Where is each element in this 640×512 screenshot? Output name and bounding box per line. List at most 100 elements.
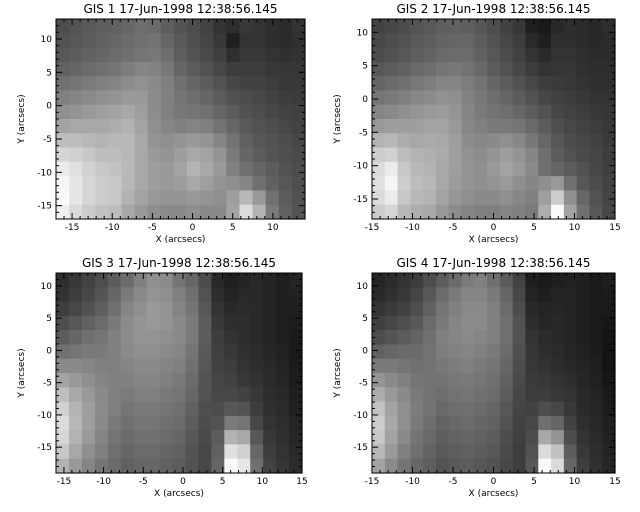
heatmap-cell (198, 315, 212, 331)
heatmap-cell (121, 61, 136, 77)
heatmap-cell (56, 161, 70, 177)
heatmap-cell (213, 76, 227, 92)
heatmap-cell (172, 358, 187, 374)
heatmap-cell (226, 190, 241, 206)
heatmap-cell (147, 176, 162, 192)
heatmap-cell (146, 444, 161, 460)
heatmap-cell (121, 19, 136, 34)
heatmap-cell (107, 301, 122, 317)
x-tick-label: -10 (105, 223, 120, 233)
heatmap-cell (461, 204, 475, 220)
heatmap-cell (487, 330, 501, 346)
heatmap-cell (551, 273, 565, 288)
heatmap-cell (250, 330, 264, 346)
heatmap-cell (82, 161, 96, 177)
heatmap-cell (397, 444, 411, 460)
heatmap-cell (384, 161, 399, 177)
heatmap-cell (173, 161, 188, 177)
heatmap-cell (538, 147, 552, 163)
heatmap-cell (410, 147, 424, 163)
heatmap-cell (265, 33, 280, 49)
heatmap-cell (120, 373, 135, 388)
heatmap-cell (563, 344, 578, 360)
heatmap-cell (108, 61, 123, 77)
heatmap-cell (120, 315, 135, 331)
heatmap-cell (226, 147, 241, 163)
heatmap-cell (173, 33, 188, 49)
heatmap-cell (134, 190, 149, 206)
heatmap-cell (448, 133, 463, 149)
heatmap-cell (576, 415, 591, 431)
heatmap-cell (551, 147, 565, 163)
heatmap-cell (134, 33, 149, 49)
heatmap-cell (410, 358, 424, 374)
heatmap-cell (185, 458, 200, 474)
heatmap-cell (372, 119, 386, 134)
heatmap-cell (69, 47, 83, 63)
heatmap-cell (94, 330, 109, 346)
heatmap-cell (185, 287, 200, 303)
heatmap-cell (108, 176, 123, 192)
panel-1: GIS 1 17-Jun-1998 12:38:56.145 -15 -10 -5 0 5… (17, 2, 306, 245)
heatmap-cell (107, 344, 122, 360)
heatmap-cell (94, 373, 109, 388)
heatmap-cell (237, 401, 251, 417)
heatmap-cell (159, 358, 174, 374)
heatmap-cell (56, 430, 70, 446)
heatmap-cell (160, 133, 175, 149)
heatmap-cell (563, 401, 578, 417)
heatmap-cell (602, 344, 616, 360)
heatmap-cell (108, 47, 123, 63)
heatmap-cell (474, 373, 488, 388)
heatmap-cell (423, 415, 437, 431)
heatmap-cell (397, 358, 411, 374)
heatmap-cell (107, 415, 122, 431)
heatmap-cell (133, 401, 148, 417)
heatmap-cell (173, 119, 188, 134)
heatmap-cell (499, 61, 514, 77)
heatmap-cell (589, 33, 603, 49)
heatmap-cell (435, 315, 450, 331)
heatmap-cell (120, 430, 135, 446)
heatmap-cell (226, 104, 241, 120)
heatmap-cell (278, 61, 293, 77)
heatmap-cell (263, 315, 277, 331)
heatmap-cell (384, 458, 399, 474)
heatmap-cell (589, 161, 603, 177)
heatmap-cell (172, 430, 187, 446)
heatmap-cell (512, 344, 527, 360)
heatmap-cell (461, 287, 475, 303)
heatmap-cell (56, 315, 70, 331)
heatmap-cell (160, 47, 175, 63)
heatmap-cell (121, 190, 136, 206)
x-tick-label: -15 (65, 223, 80, 233)
heatmap-cell (56, 204, 70, 220)
heatmap-cell (213, 47, 227, 63)
heatmap-cell (372, 301, 386, 317)
heatmap-cell (423, 176, 437, 192)
panel-title: GIS 1 17-Jun-1998 12:38:56.145 (83, 2, 277, 16)
heatmap-cell (213, 104, 227, 120)
heatmap-cell (160, 33, 175, 49)
heatmap-cell (563, 104, 578, 120)
heatmap-cell (538, 430, 552, 446)
heatmap-cell (120, 330, 135, 346)
heatmap-cell (551, 415, 565, 431)
heatmap-cell (410, 273, 424, 288)
heatmap-cell (94, 344, 109, 360)
heatmap-cell (226, 33, 241, 49)
heatmap-cell (589, 76, 603, 92)
heatmap-cell (448, 430, 463, 446)
heatmap-cell (108, 76, 123, 92)
heatmap-cell (211, 330, 225, 346)
heatmap-cell (224, 301, 238, 317)
heatmap-cell (198, 273, 212, 288)
heatmap-cell (461, 19, 475, 34)
heatmap-cell (263, 287, 277, 303)
heatmap-cell (384, 47, 399, 63)
heatmap-cell (397, 458, 411, 474)
y-tick-label: 10 (41, 282, 53, 292)
heatmap-cell (108, 104, 123, 120)
heatmap-cell (448, 176, 463, 192)
heatmap-cell (461, 104, 475, 120)
